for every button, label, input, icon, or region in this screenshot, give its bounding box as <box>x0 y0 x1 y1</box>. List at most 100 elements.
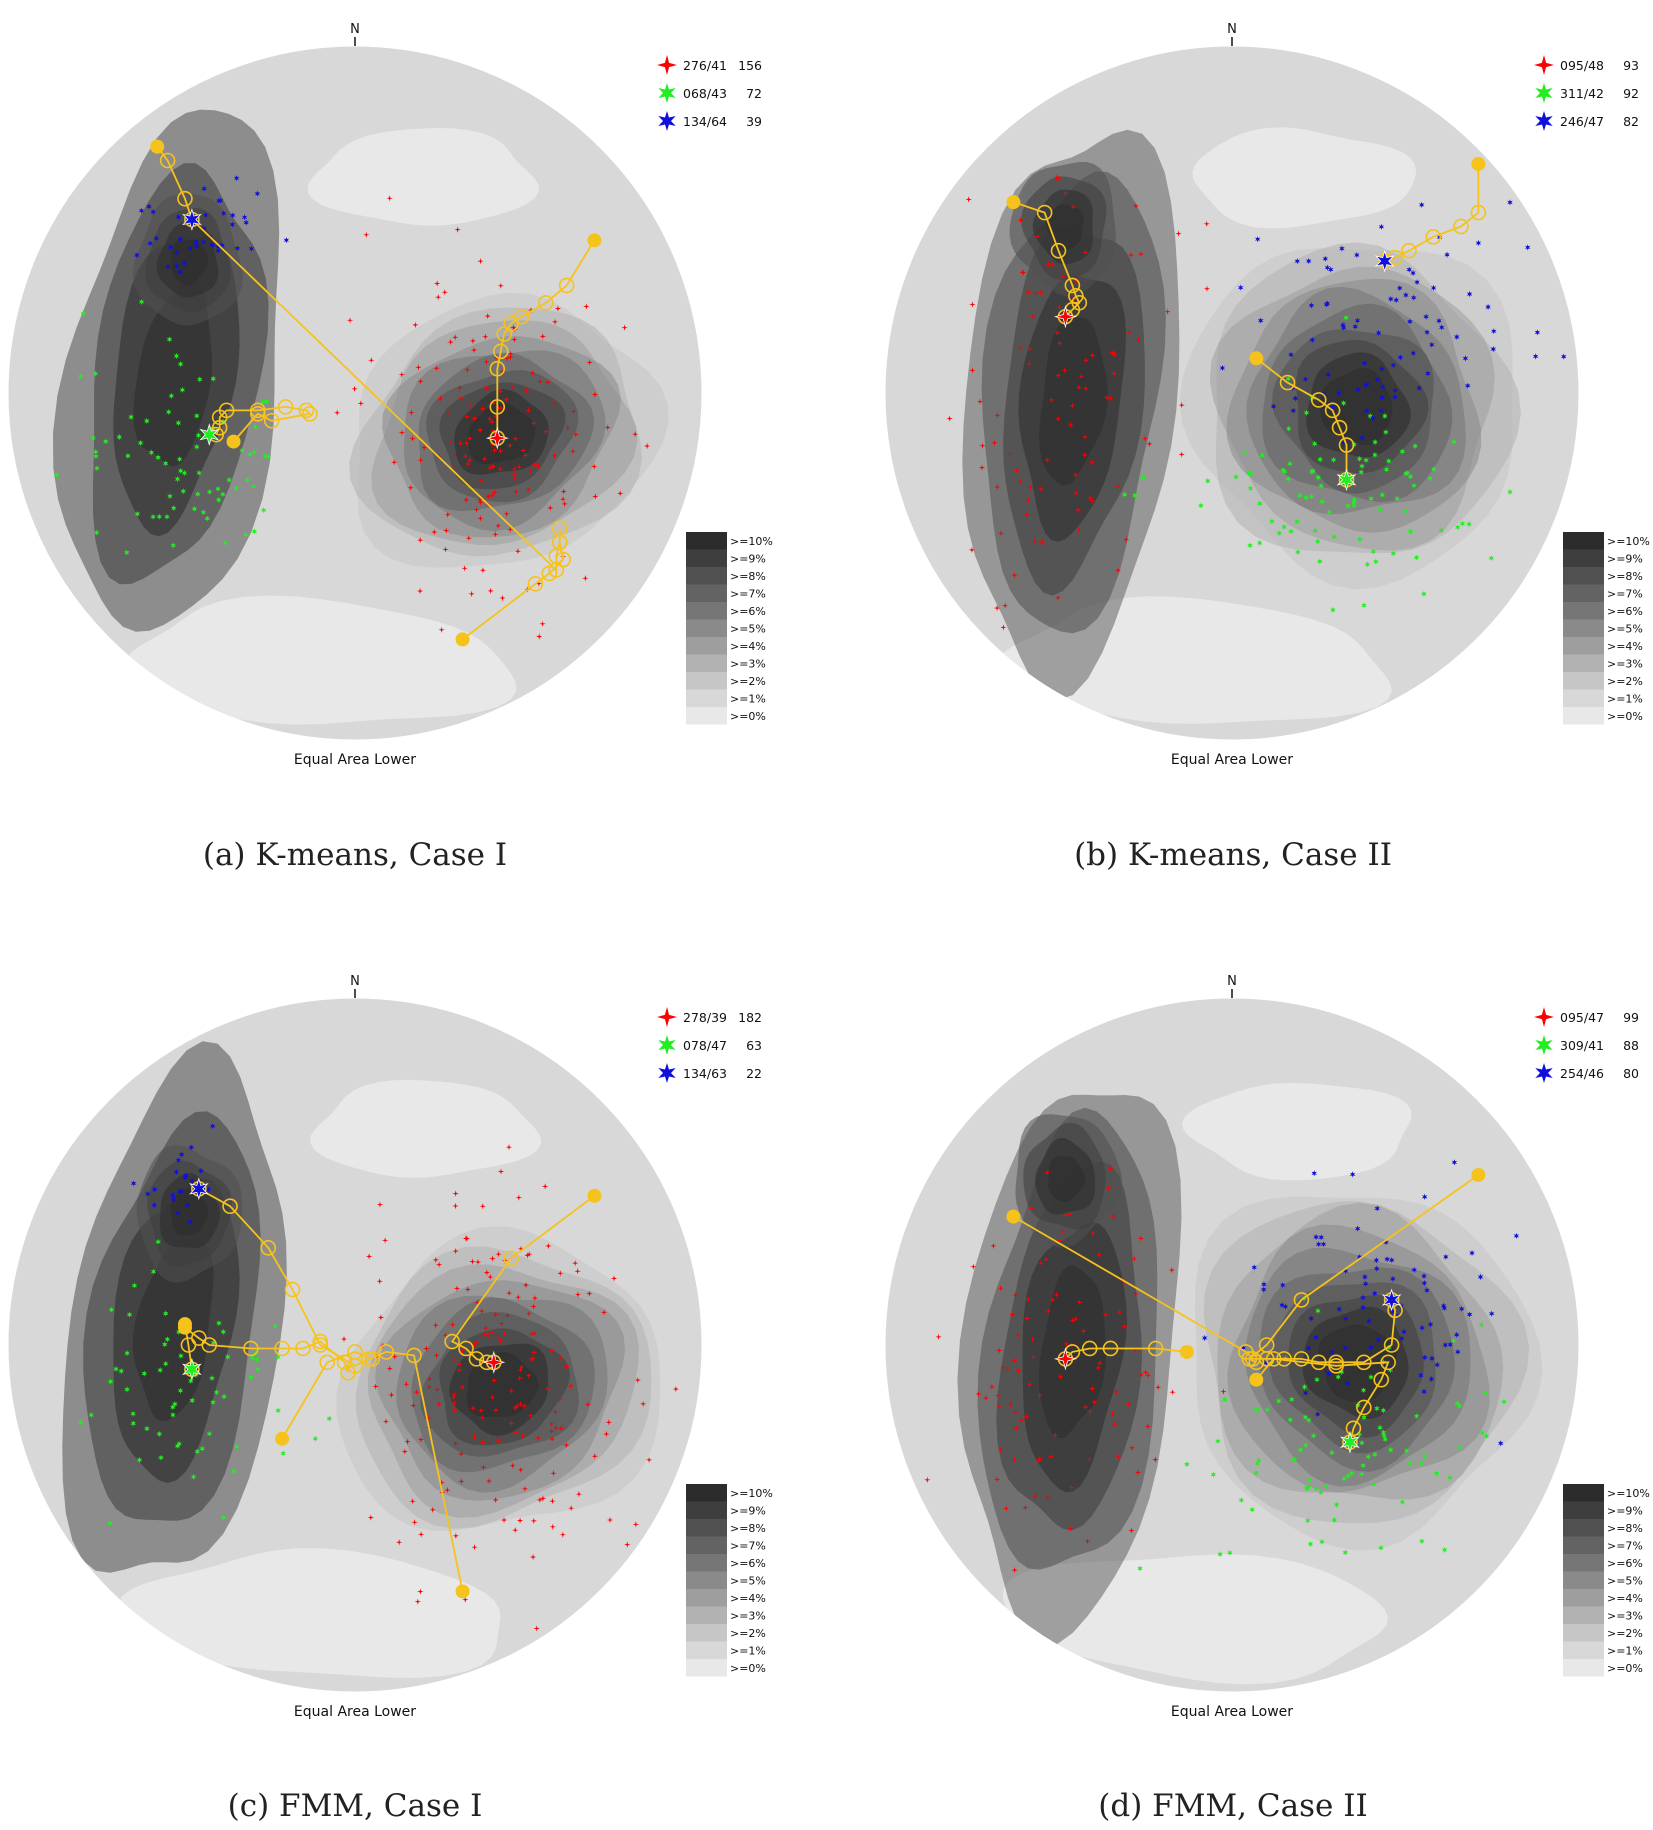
data-point-d-green <box>1382 1436 1388 1443</box>
data-point-d-red <box>993 1476 1001 1483</box>
data-point-d-blue <box>1469 1249 1475 1257</box>
data-point-c-red <box>401 1448 408 1455</box>
data-point-a-green <box>54 471 60 479</box>
data-point-b-green <box>1318 482 1324 489</box>
trajectory-line <box>1255 357 1348 480</box>
data-point-d-green <box>1341 1475 1347 1482</box>
legend-count: 93 <box>1623 58 1639 73</box>
data-point-a-red <box>525 486 532 493</box>
data-point-b-blue <box>1362 382 1369 389</box>
trajectory-step-point <box>551 534 568 551</box>
data-point-a-red <box>420 444 428 451</box>
data-point-c-red <box>479 1414 486 1421</box>
data-point-b-red <box>1011 572 1018 579</box>
data-point-b-blue <box>1294 258 1301 265</box>
stereonet-panel-c: N Equal Area Lower 278/39 182 078/47 63 134/63… <box>7 974 773 1720</box>
data-point-d-blue <box>1240 1344 1247 1351</box>
data-point-b-blue <box>1396 284 1403 292</box>
colorbar-swatch <box>686 1501 727 1519</box>
data-point-a-red <box>407 484 414 491</box>
legend-count: 22 <box>746 1066 762 1081</box>
data-point-a-green <box>191 505 198 512</box>
data-point-a-green <box>179 386 186 394</box>
trajectory-step-point <box>541 565 558 582</box>
colorbar-swatch <box>1563 1484 1604 1502</box>
data-point-a-red <box>464 366 471 373</box>
data-point-b-red <box>1175 230 1182 237</box>
data-point-b-red <box>1075 526 1082 533</box>
data-point-d-red <box>924 1476 931 1483</box>
data-point-b-blue <box>1429 341 1435 348</box>
data-point-a-red <box>503 355 511 362</box>
legend-orientation: 309/41 <box>1560 1038 1604 1053</box>
colorbar-label: >=0% <box>1607 1662 1643 1675</box>
data-point-b-green <box>1247 485 1254 492</box>
data-point-d-blue <box>1336 1305 1342 1313</box>
data-point-d-red <box>1026 1381 1033 1388</box>
data-point-c-green <box>157 1366 163 1374</box>
data-point-b-blue <box>1375 329 1382 337</box>
data-point-a-red <box>531 461 538 468</box>
data-point-a-green <box>200 509 207 516</box>
data-point-a-green <box>210 375 216 382</box>
colorbar-swatch <box>686 1641 727 1659</box>
legend-orientation: 276/41 <box>683 58 727 73</box>
colorbar-swatch <box>686 602 727 620</box>
data-point-c-red <box>451 1391 458 1398</box>
data-point-c-green <box>107 1378 114 1385</box>
data-point-a-red <box>497 388 504 395</box>
data-point-d-blue <box>1447 1341 1453 1348</box>
data-point-d-blue <box>1401 1328 1407 1335</box>
data-point-c-red <box>414 1598 421 1605</box>
data-point-a-red <box>417 537 424 544</box>
data-point-d-red <box>1045 1308 1052 1315</box>
data-point-b-green <box>1276 529 1282 537</box>
trajectory-step-point <box>1328 1358 1344 1374</box>
data-point-a-green <box>181 469 188 477</box>
data-point-d-blue <box>1389 1308 1396 1316</box>
data-point-d-red <box>1116 1308 1123 1316</box>
data-point-c-red <box>600 1309 608 1316</box>
data-point-a-red <box>510 324 517 331</box>
data-point-d-red <box>1053 1291 1060 1298</box>
data-point-a-green <box>251 528 258 535</box>
colorbar-label: >=9% <box>1607 553 1643 566</box>
data-point-c-blue <box>198 1167 204 1175</box>
colorbar-swatch <box>686 1624 727 1642</box>
data-point-c-blue <box>175 1157 182 1164</box>
data-point-b-red <box>1137 250 1145 258</box>
data-point-c-red <box>545 1242 552 1250</box>
data-point-b-blue <box>1340 324 1347 331</box>
legend-marker <box>658 83 676 103</box>
data-point-a-green <box>165 408 172 416</box>
trajectory-step-point <box>243 1340 259 1357</box>
data-point-b-blue <box>1416 384 1422 392</box>
data-point-b-green <box>1364 561 1371 568</box>
data-point-b-green <box>1259 452 1265 459</box>
data-point-a-blue <box>219 242 225 249</box>
data-point-c-red <box>541 1183 549 1190</box>
data-point-b-red <box>1027 484 1034 491</box>
legend-marker <box>1535 83 1553 103</box>
data-point-a-green <box>80 310 87 317</box>
data-point-a-green <box>194 443 200 451</box>
trajectory-step-point <box>489 399 506 415</box>
data-point-a-red <box>443 527 450 534</box>
data-point-a-red <box>481 455 488 463</box>
data-point-d-green <box>1478 1321 1485 1328</box>
data-point-a-blue <box>146 203 152 210</box>
data-point-a-green <box>197 376 203 383</box>
data-point-a-green <box>252 423 259 431</box>
data-point-c-blue <box>210 1123 216 1130</box>
data-point-b-blue <box>1490 345 1497 353</box>
data-point-a-red <box>441 289 448 296</box>
data-point-b-red <box>969 301 976 308</box>
data-point-c-red <box>386 1365 393 1372</box>
data-point-d-green <box>1210 1471 1217 1478</box>
data-point-d-blue <box>1349 1171 1356 1178</box>
data-point-a-blue <box>193 242 200 250</box>
data-point-b-blue <box>1534 329 1541 336</box>
data-point-b-red <box>1082 249 1089 256</box>
data-point-a-red <box>569 448 577 455</box>
colorbar-label: >=6% <box>730 1557 766 1570</box>
